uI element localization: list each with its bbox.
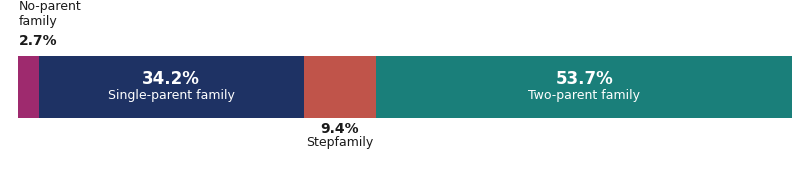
Bar (18, 56, 39, 118)
Text: No-parent
family: No-parent family (19, 0, 82, 28)
Text: 9.4%: 9.4% (321, 122, 359, 136)
Text: Single-parent family: Single-parent family (108, 89, 234, 102)
Text: 34.2%: 34.2% (142, 70, 200, 88)
Text: 53.7%: 53.7% (555, 70, 613, 88)
Text: 2.7%: 2.7% (19, 34, 58, 48)
Bar (39, 56, 304, 118)
Bar (304, 56, 376, 118)
Text: Stepfamily: Stepfamily (306, 136, 374, 149)
Bar (376, 56, 792, 118)
Text: Two-parent family: Two-parent family (528, 89, 640, 102)
